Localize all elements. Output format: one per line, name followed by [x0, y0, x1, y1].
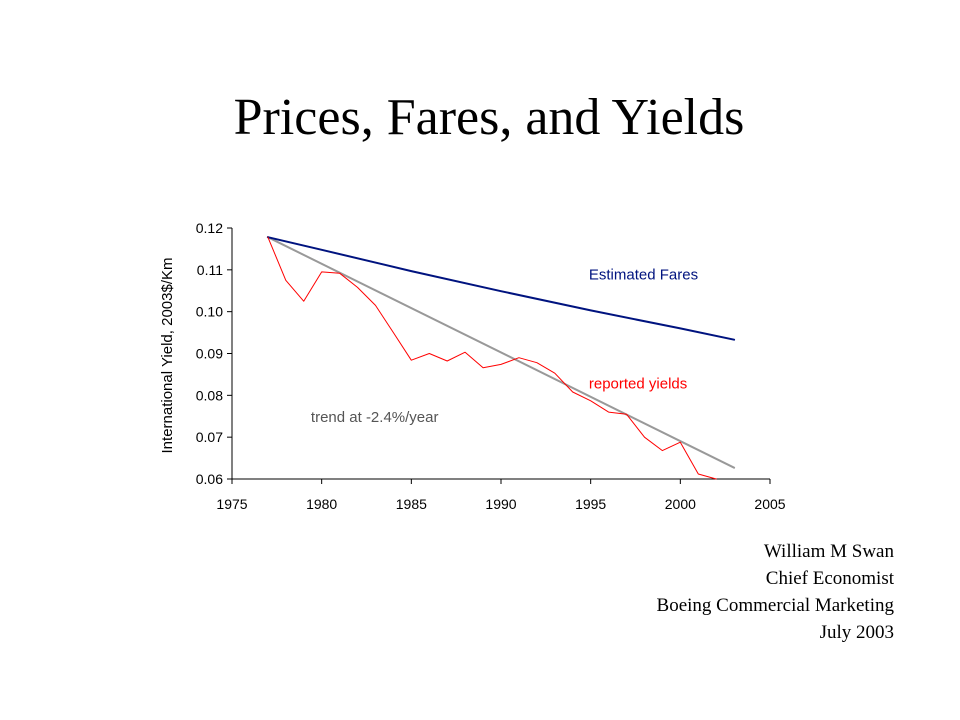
x-tick-label: 1985: [396, 496, 427, 512]
x-tick-label: 2005: [754, 496, 785, 512]
y-axis-label: International Yield, 2003$/Km: [159, 258, 176, 454]
y-tick-label: 0.08: [196, 387, 223, 403]
series-line-trend-at-2-4-year: [266, 236, 736, 469]
x-tick-label: 1995: [575, 496, 606, 512]
x-tick-label: 2000: [665, 496, 696, 512]
y-tick-label: 0.09: [196, 346, 223, 362]
y-tick-label: 0.06: [196, 471, 223, 487]
annotation-trend-at-2-4-year: trend at -2.4%/year: [311, 409, 439, 426]
y-tick-label: 0.11: [197, 262, 223, 278]
author-role: Chief Economist: [765, 568, 894, 589]
x-tick-label: 1990: [485, 496, 516, 512]
chart-annotations: Estimated Fares reported yields trend at -…: [311, 266, 698, 426]
series-line-reported-yields: [267, 236, 717, 480]
annotation-estimated-fares: Estimated Fares: [589, 266, 698, 283]
author-name: William M Swan: [763, 541, 894, 562]
y-tick-label: 0.10: [196, 304, 223, 320]
x-tick-label: 1980: [306, 496, 337, 512]
y-tick-label: 0.12: [196, 220, 223, 236]
y-tick-label: 0.07: [196, 429, 223, 445]
chart-series: [266, 236, 736, 480]
byline: William M Swan Chief Economist Boeing Co…: [657, 538, 894, 646]
annotation-reported-yields: reported yields: [589, 376, 687, 393]
author-organization: Boeing Commercial Marketing: [656, 595, 894, 616]
series-line-estimated-fares: [266, 236, 736, 341]
chart-axes: 0.06 0.07 0.08 0.09 0.10 0.11 0.12 1975 1980 1985…: [159, 220, 786, 512]
x-tick-label: 1975: [216, 496, 247, 512]
presentation-date: July 2003: [819, 622, 894, 643]
slide-title: Prices, Fares, and Yields: [233, 89, 745, 146]
